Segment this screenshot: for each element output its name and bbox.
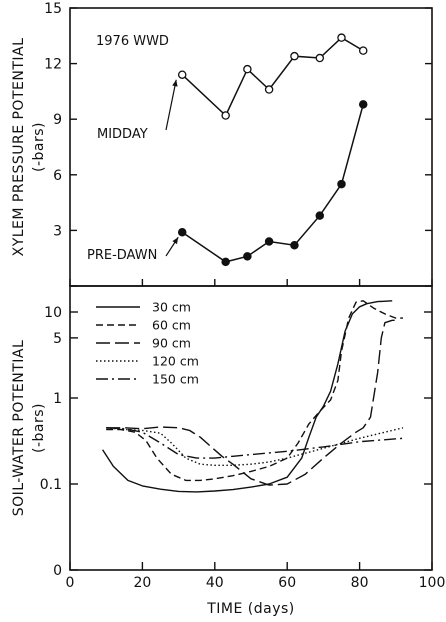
- data-point: [337, 179, 346, 189]
- data-point: [290, 51, 299, 61]
- top-y-tick-label: 6: [53, 168, 62, 184]
- top-y-tick-label: 3: [53, 223, 62, 239]
- top-y-tick-label: 12: [44, 57, 62, 73]
- x-axis-label: TIME (days): [206, 601, 295, 617]
- bottom-y-tick-label: 10: [44, 305, 62, 321]
- top-annotation: 1976 WWD: [96, 34, 169, 49]
- label-arrow: [165, 79, 177, 131]
- series-line: [181, 36, 364, 117]
- data-point: [264, 85, 274, 94]
- legend-label: 90 cm: [152, 336, 191, 351]
- bottom-y-tick-label: 5: [53, 331, 62, 347]
- data-point: [243, 64, 252, 74]
- bottom-y-axis-unit: (-bars): [31, 403, 47, 453]
- top-y-axis-unit: (-bars): [31, 122, 47, 172]
- data-point: [177, 70, 187, 79]
- top-y-tick-label: 9: [53, 112, 62, 128]
- legend-label: 120 cm: [152, 354, 199, 369]
- top-y-axis: 3 6 9 12 15: [44, 1, 433, 287]
- bottom-y-tick-label: 1: [53, 391, 62, 407]
- data-point: [358, 46, 368, 55]
- series-pre-dawn: PRE-DAWN: [87, 100, 368, 267]
- data-point: [221, 111, 230, 120]
- arrow-head: [172, 79, 178, 87]
- data-point: [290, 240, 299, 250]
- data-point: [264, 237, 274, 246]
- data-point: [315, 211, 325, 220]
- data-point: [221, 257, 230, 267]
- x-tick-label: 40: [206, 575, 224, 591]
- series-label-pre-dawn: PRE-DAWN: [87, 248, 157, 263]
- bottom-y-axis: 0 0.1 1 5 10: [40, 305, 432, 579]
- top-panel: 3 6 9 12 15 1976 WWD MIDDAY PRE-DAWN XYLEM PR…: [11, 1, 433, 287]
- data-point: [315, 53, 325, 63]
- legend-item: 90 cm: [96, 336, 191, 351]
- data-point: [358, 100, 368, 109]
- x-tick-label: 60: [278, 575, 296, 591]
- bottom-panel: 0 0.1 1 5 10 0 20 40 60 80 100 30 cm 60 cm 90 cm 120…: [11, 285, 446, 617]
- x-tick-label: 20: [133, 575, 151, 591]
- data-point: [243, 252, 252, 261]
- top-y-axis-label: XYLEM PRESSURE POTENTIAL: [11, 38, 27, 257]
- series-label-midday: MIDDAY: [97, 127, 148, 142]
- bottom-plot-frame: [69, 285, 433, 571]
- legend-item: 60 cm: [96, 318, 191, 333]
- legend-item: 30 cm: [96, 300, 191, 315]
- arrow-head: [172, 237, 179, 245]
- top-series-group: MIDDAY PRE-DAWN: [87, 33, 368, 267]
- series-90-cm-line: [106, 319, 400, 486]
- bottom-series-group: [102, 300, 404, 493]
- series-60-cm-line: [106, 300, 403, 482]
- x-tick-label: 100: [419, 575, 446, 591]
- series-30-cm-line: [102, 300, 393, 493]
- legend-label: 30 cm: [152, 300, 191, 315]
- series-midday: MIDDAY: [97, 33, 368, 142]
- data-point: [177, 228, 187, 237]
- series-line: [181, 104, 364, 263]
- x-axis: 0 20 40 60 80 100: [66, 562, 446, 591]
- x-tick-label: 80: [351, 575, 369, 591]
- legend-label: 60 cm: [152, 318, 191, 333]
- x-tick-label: 0: [66, 575, 75, 591]
- data-point: [337, 33, 346, 42]
- legend-item: 120 cm: [96, 354, 199, 369]
- legend-label: 150 cm: [152, 372, 199, 387]
- top-y-tick-label: 15: [44, 1, 62, 17]
- bottom-y-tick-label: 0: [53, 563, 62, 579]
- legend: 30 cm 60 cm 90 cm 120 cm 150 cm: [96, 300, 199, 387]
- bottom-y-axis-label: SOIL-WATER POTENTIAL: [11, 340, 27, 517]
- bottom-y-tick-label: 0.1: [40, 477, 62, 493]
- series-120-cm-line: [106, 427, 404, 466]
- top-plot-frame: [69, 7, 433, 287]
- legend-item: 150 cm: [96, 372, 199, 387]
